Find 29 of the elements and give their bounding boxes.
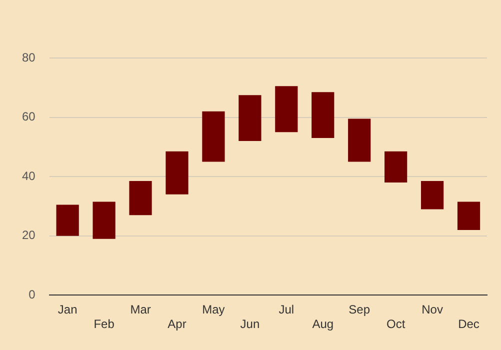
x-tick-label: Aug	[312, 317, 334, 332]
y-tick-label: 40	[22, 168, 36, 183]
bar	[92, 202, 116, 239]
x-tick-label: Dec	[458, 317, 480, 332]
x-tick-label: Feb	[94, 317, 115, 332]
bar	[129, 181, 152, 216]
bar	[312, 92, 334, 138]
x-tick-label: Sep	[348, 302, 370, 317]
bar	[420, 181, 444, 210]
x-tick-label: May	[202, 302, 225, 317]
bar	[166, 151, 188, 194]
bar	[238, 95, 262, 142]
x-tick-label: Jul	[278, 302, 294, 317]
x-tick-label: Jun	[240, 317, 260, 332]
x-tick-label: Oct	[386, 317, 406, 332]
bar	[275, 86, 298, 132]
x-tick-label: Jan	[58, 302, 78, 317]
bar	[348, 118, 371, 162]
y-tick-label: 0	[28, 288, 36, 302]
bar	[56, 204, 79, 236]
bar	[457, 202, 480, 230]
x-tick-label: Mar	[130, 302, 151, 317]
y-tick-label: 20	[22, 228, 36, 242]
bar	[384, 151, 408, 183]
x-tick-label: Nov	[422, 302, 443, 317]
y-tick-label: 60	[22, 110, 36, 124]
x-tick-label: Apr	[168, 317, 186, 332]
y-tick-label: 80	[22, 50, 36, 64]
bar	[202, 111, 225, 162]
